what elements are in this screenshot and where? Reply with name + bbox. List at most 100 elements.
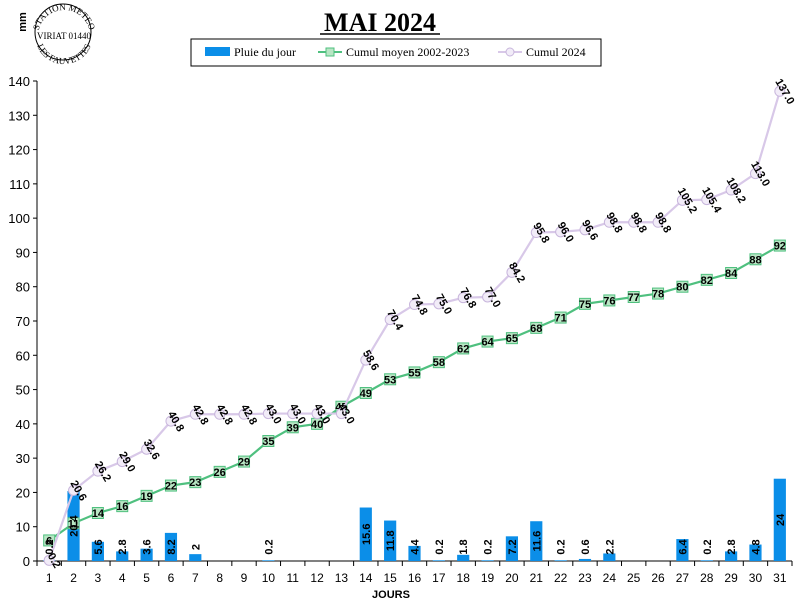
x-tick-label: 19: [481, 571, 495, 585]
rain-bar-label: 20.4: [69, 514, 81, 536]
mean-cumul-marker: [578, 297, 591, 310]
mean-cumul-marker: [749, 253, 762, 266]
x-tick-label: 15: [383, 571, 397, 585]
mean-cumul-marker: [43, 534, 56, 547]
legend-item-mean: Cumul moyen 2002-2023: [318, 45, 469, 59]
mean-cumul-label: 80: [676, 282, 688, 294]
legend-item-2024: Cumul 2024: [498, 45, 586, 59]
cumul-2024-marker: [749, 168, 761, 180]
mean-cumul-marker: [700, 273, 713, 286]
mean-cumul-marker: [262, 435, 275, 447]
cumul-2024-marker: [116, 456, 128, 468]
mean-cumul-marker: [91, 507, 104, 519]
x-tick-label: 2: [70, 571, 77, 585]
rain-bar: [603, 553, 616, 561]
logo-bottom-text: LES FAUVETTES: [35, 42, 92, 66]
logo-middle-text: VIRIAT 01440: [37, 31, 92, 41]
y-tick-label: 40: [16, 417, 30, 432]
mean-cumul-label: 22: [165, 481, 177, 493]
mean-cumul-label: 78: [652, 289, 664, 301]
rain-bar: [262, 560, 275, 561]
legend-marker-mean: [325, 47, 335, 57]
mean-cumul-marker: [457, 342, 470, 355]
mean-cumul-label: 75: [579, 299, 591, 311]
mean-cumul-marker: [554, 311, 567, 324]
rain-bar-label: 0.2: [434, 539, 446, 554]
cumul-2024-marker: [360, 354, 372, 366]
x-tick-label: 10: [262, 571, 276, 585]
legend: Pluie du jour Cumul moyen 2002-2023 Cumu…: [190, 38, 602, 67]
cumul-2024-marker: [287, 408, 299, 420]
rain-bar-label: 0.6: [580, 539, 592, 554]
cumul-2024-marker: [165, 415, 177, 427]
x-tick-label: 17: [432, 571, 446, 585]
x-tick-label: 31: [773, 571, 787, 585]
rain-bar-label: 0.2: [263, 539, 275, 554]
x-tick-label: 22: [554, 571, 568, 585]
x-tick-label: 29: [724, 571, 738, 585]
y-tick-label: 10: [16, 520, 30, 535]
legend-swatch-rain: [205, 47, 230, 56]
x-tick-label: 12: [310, 571, 324, 585]
rain-bar: [749, 544, 762, 561]
mean-cumul-label: 64: [481, 337, 494, 349]
logo-top-text: STATION METEO: [31, 2, 97, 32]
cumul-2024-marker: [579, 224, 591, 236]
mean-cumul-label: 19: [140, 491, 152, 503]
mean-cumul-label: 40: [311, 419, 323, 431]
cumulative-2024-series: 0.220.626.2 29.032.640.8 42.8 42.8 42.8 43.0 4…: [43, 77, 796, 570]
y-tick-label: 110: [9, 177, 30, 192]
cumul-2024-marker: [725, 184, 737, 196]
mean-cumul-label: 76: [603, 295, 615, 307]
rain-bar-label: 6.4: [677, 538, 689, 554]
y-tick-label: 20: [16, 485, 30, 500]
mean-cumul-label: 35: [262, 436, 274, 448]
y-tick-label: 130: [8, 108, 30, 123]
rain-bar: [384, 520, 397, 561]
legend-item-rain: Pluie du jour: [205, 45, 296, 59]
x-tick-label: 25: [627, 571, 641, 585]
rain-bar: [700, 560, 713, 561]
cumul-2024-marker: [530, 227, 542, 239]
y-tick-label: 100: [8, 211, 30, 226]
mean-cumul-marker: [773, 239, 786, 252]
rain-bar: [481, 560, 494, 561]
mean-cumul-marker: [359, 387, 372, 399]
x-tick-label: 13: [335, 571, 349, 585]
rain-bar: [578, 558, 592, 561]
rain-bar-label: 8.2: [166, 539, 178, 554]
mean-cumul-marker: [408, 366, 421, 379]
x-tick-label: 8: [216, 571, 223, 585]
rain-bar-label: 24: [775, 513, 787, 526]
cumul-2024-marker: [676, 194, 688, 206]
y-tick-label: 120: [8, 143, 30, 158]
cumul-2024-marker: [335, 408, 347, 420]
rain-bar: [164, 532, 178, 561]
mean-cumul-marker: [652, 287, 665, 300]
cumul-2024-marker: [603, 216, 615, 228]
rain-bar-label: 0.2: [44, 539, 56, 554]
x-tick-label: 14: [359, 571, 373, 585]
mean-cumul-marker: [116, 500, 129, 513]
mean-cumul-marker: [189, 476, 202, 489]
rain-bar: [530, 521, 543, 561]
rain-bar-label: 2: [190, 544, 202, 550]
mean-cumul-label: 23: [189, 477, 201, 489]
mean-cumul-marker: [725, 267, 738, 279]
x-tick-label: 23: [578, 571, 592, 585]
cumul-2024-marker: [262, 408, 274, 420]
rain-bar: [432, 560, 445, 561]
rain-bar-label: 15.6: [361, 524, 373, 545]
x-tick-label: 21: [530, 571, 544, 585]
cumul-2024-marker: [214, 408, 226, 420]
x-tick-label: 26: [651, 571, 665, 585]
x-tick-label: 6: [168, 571, 175, 585]
y-tick-label: 90: [16, 245, 30, 260]
mean-cumul-label: 68: [530, 323, 542, 335]
mean-cumul-marker: [286, 421, 299, 434]
mean-cumul-label: 92: [774, 241, 786, 253]
mean-cumul-marker: [238, 455, 251, 468]
x-axis-ticks: 1 2 3 4 5 6 7 8 9 10 11 12 13 14 15 16 17 18 19 20 21 22 23 24 2…: [36, 561, 793, 585]
x-tick-label: 3: [95, 571, 102, 585]
